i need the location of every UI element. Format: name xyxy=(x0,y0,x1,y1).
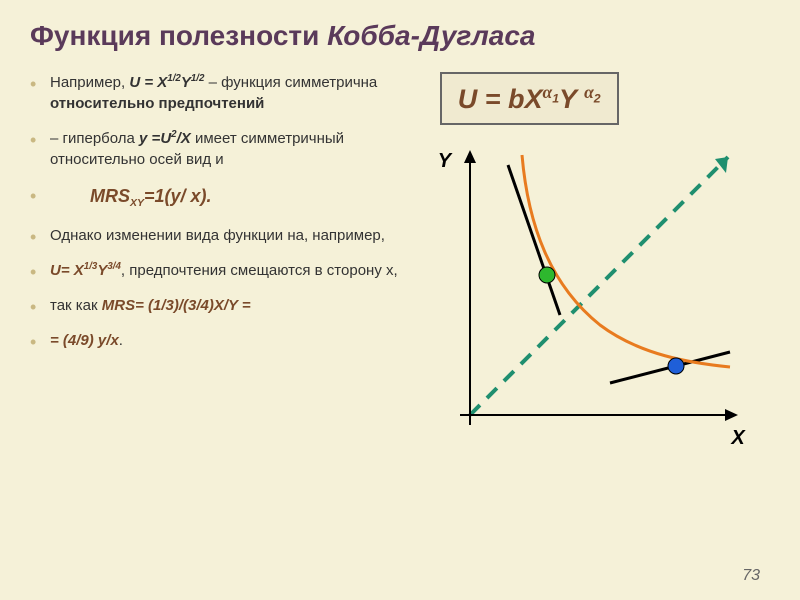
x-axis-label: X xyxy=(731,427,744,450)
bullet-item: MRSXY=1(y/ x). xyxy=(30,184,400,211)
bullet-item: так как MRS= (1/3)/(3/4)X/Y = xyxy=(30,295,400,316)
y-axis-label: Y xyxy=(438,150,451,173)
page-number: 73 xyxy=(742,567,760,585)
bullet-list: Например, U = X1/2Y1/2 – функция симметр… xyxy=(30,72,400,351)
chart-svg xyxy=(420,145,740,485)
content-area: Например, U = X1/2Y1/2 – функция симметр… xyxy=(30,72,770,485)
bullet-item: Например, U = X1/2Y1/2 – функция симметр… xyxy=(30,72,400,114)
bullet-item: Однако изменении вида функции на, наприм… xyxy=(30,225,400,246)
bullet-item: – гипербола y =U2/X имеет симметричный о… xyxy=(30,128,400,170)
title-main: Функция полезности xyxy=(30,20,327,51)
bullet-item: U= X1/3Y3/4, предпочтения смещаются в ст… xyxy=(30,260,400,281)
chart: Y X xyxy=(420,145,740,485)
bullet-item: = (4/9) y/x. xyxy=(30,330,400,351)
main-formula: U = bXα1Y α2 xyxy=(440,72,619,125)
right-column: U = bXα1Y α2 Y X xyxy=(420,72,770,485)
left-column: Например, U = X1/2Y1/2 – функция симметр… xyxy=(30,72,400,485)
title-subject: Кобба-Дугласа xyxy=(327,20,535,51)
slide-title: Функция полезности Кобба-Дугласа xyxy=(30,20,770,52)
